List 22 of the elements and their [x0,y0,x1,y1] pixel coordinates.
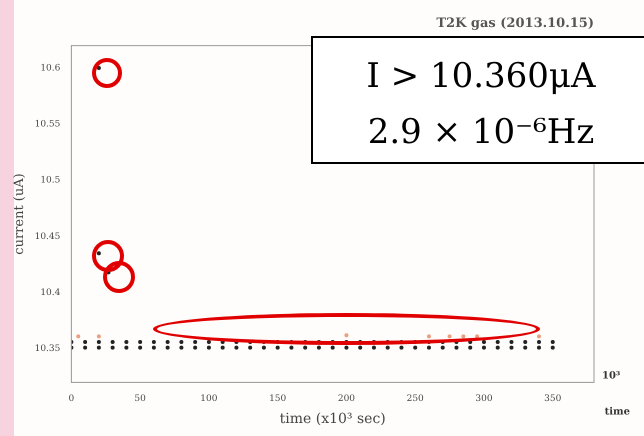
annotation: I > 10.360μA [365,55,597,98]
y-tick-label: 10.5 [40,176,61,186]
x-tick-label: 150 [269,394,287,404]
callout-box: I > 10.360μA 2.9 × 10⁻⁶Hz [311,36,644,164]
text: time [604,406,630,418]
y-tick-label: 10.4 [40,288,61,298]
x-tick-label: 350 [544,394,562,404]
x-tick-label: 100 [200,394,218,404]
y-tick-label: 10.45 [34,232,61,242]
y-tick-label: 10.6 [40,63,61,74]
text: 10³ [602,370,620,382]
y-tick-label: 10.35 [34,344,61,354]
x-tick-label: 250 [406,394,424,404]
x-tick-label: 200 [338,394,356,404]
annotation: 2.9 × 10⁻⁶Hz [366,111,596,154]
x-tick-label: 0 [68,394,74,404]
y-tick-label: 10.55 [34,120,61,130]
x-tick-label: 50 [134,394,146,404]
chart-title: T2K gas (2013.10.15) [436,16,594,32]
x-tick-label: 300 [475,394,493,404]
y-axis-title: current (uA) [12,173,28,255]
x-axis-title: time (x10³ sec) [280,411,386,428]
